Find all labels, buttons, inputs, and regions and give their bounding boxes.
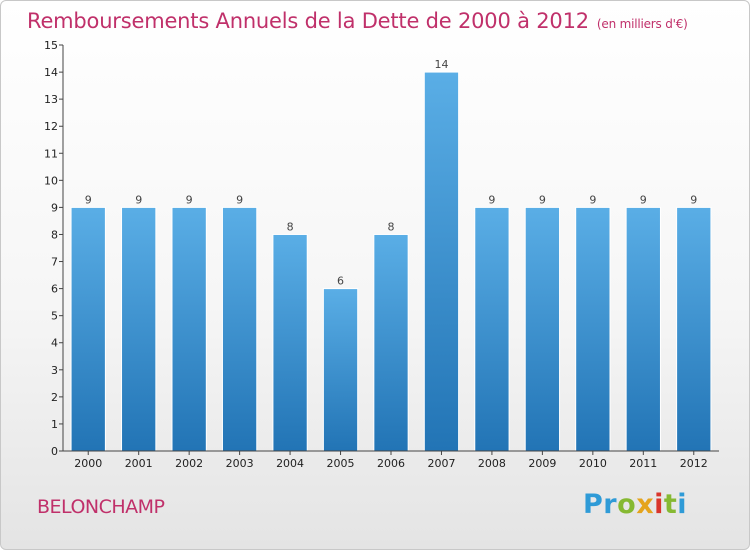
x-tick-label-2012: 2012: [680, 457, 708, 470]
value-label-2001: 9: [135, 193, 142, 206]
value-label-2005: 6: [337, 275, 344, 288]
value-label-2002: 9: [186, 193, 193, 206]
x-tick-label-2001: 2001: [125, 457, 153, 470]
x-tick-label-2011: 2011: [629, 457, 657, 470]
x-tick-label-2010: 2010: [579, 457, 607, 470]
place-name: BELONCHAMP: [37, 496, 165, 518]
value-label-2008: 9: [488, 193, 495, 206]
value-label-2010: 9: [589, 193, 596, 206]
value-label-2009: 9: [539, 193, 546, 206]
y-tick-label: 4: [51, 337, 58, 350]
x-tick-label-2008: 2008: [478, 457, 506, 470]
x-tick-label-2009: 2009: [528, 457, 556, 470]
x-tick-label-2003: 2003: [226, 457, 254, 470]
y-tick-label: 15: [44, 39, 58, 52]
y-tick-label: 14: [44, 66, 58, 79]
y-tick-label: 3: [51, 364, 58, 377]
x-tick-label-2007: 2007: [427, 457, 455, 470]
y-tick-label: 12: [44, 120, 58, 133]
bar-2007: [423, 71, 460, 452]
value-label-2003: 9: [236, 193, 243, 206]
bar-2005: [322, 288, 359, 452]
logo-letter: P: [583, 489, 604, 520]
bars: 9 9 9 9 8 6 8 14 9 9 9 9 9: [70, 58, 712, 452]
chart-title-text: Remboursements Annuels de la Dette de 20…: [27, 9, 589, 33]
y-tick-label: 1: [51, 418, 58, 431]
x-axis: 2000 2001 2002 2003 2004 2005 2006 2007 2008 2009…: [63, 450, 719, 470]
y-tick-label: 6: [51, 283, 58, 296]
bar-2003: [221, 206, 258, 452]
value-label-2004: 8: [287, 220, 294, 233]
y-tick-label: 2: [51, 391, 58, 404]
bar-2006: [373, 233, 409, 452]
x-tick-label-2000: 2000: [74, 457, 102, 470]
value-label-2012: 9: [690, 193, 697, 206]
x-tick-label-2006: 2006: [377, 457, 405, 470]
proxiti-logo: Proxiti: [583, 489, 687, 520]
bar-2001: [121, 206, 157, 452]
bar-2011: [625, 206, 661, 452]
y-tick-label: 13: [44, 93, 58, 106]
value-label-2007: 14: [434, 58, 448, 71]
bar-2009: [524, 206, 561, 452]
x-tick-label-2002: 2002: [175, 457, 203, 470]
y-tick-label: 11: [44, 147, 58, 160]
bar-2010: [575, 206, 611, 452]
chart-unit-label: (en milliers d'€): [596, 17, 688, 31]
bar-2008: [474, 206, 510, 452]
logo-letter: i: [654, 489, 664, 520]
value-label-2011: 9: [640, 193, 647, 206]
x-tick-label-2004: 2004: [276, 457, 304, 470]
logo-letter: x: [636, 489, 655, 520]
bar-2012: [676, 206, 712, 452]
value-label-2006: 8: [388, 220, 395, 233]
chart-title: Remboursements Annuels de la Dette de 20…: [27, 9, 688, 33]
x-tick-label-2005: 2005: [327, 457, 355, 470]
bar-2000: [70, 206, 106, 452]
logo-letter: r: [603, 489, 618, 520]
bar-2004: [272, 233, 308, 452]
y-tick-label: 5: [51, 310, 58, 323]
y-tick-label: 0: [51, 445, 58, 458]
y-tick-label: 9: [51, 201, 58, 214]
bar-2002: [171, 206, 207, 452]
y-tick-label: 7: [51, 256, 58, 269]
logo-letter: o: [617, 489, 637, 520]
y-tick-label: 8: [51, 228, 58, 241]
y-tick-label: 10: [44, 174, 58, 187]
value-label-2000: 9: [85, 193, 92, 206]
logo-letter: t: [663, 489, 678, 520]
logo-letter: i: [677, 489, 688, 520]
